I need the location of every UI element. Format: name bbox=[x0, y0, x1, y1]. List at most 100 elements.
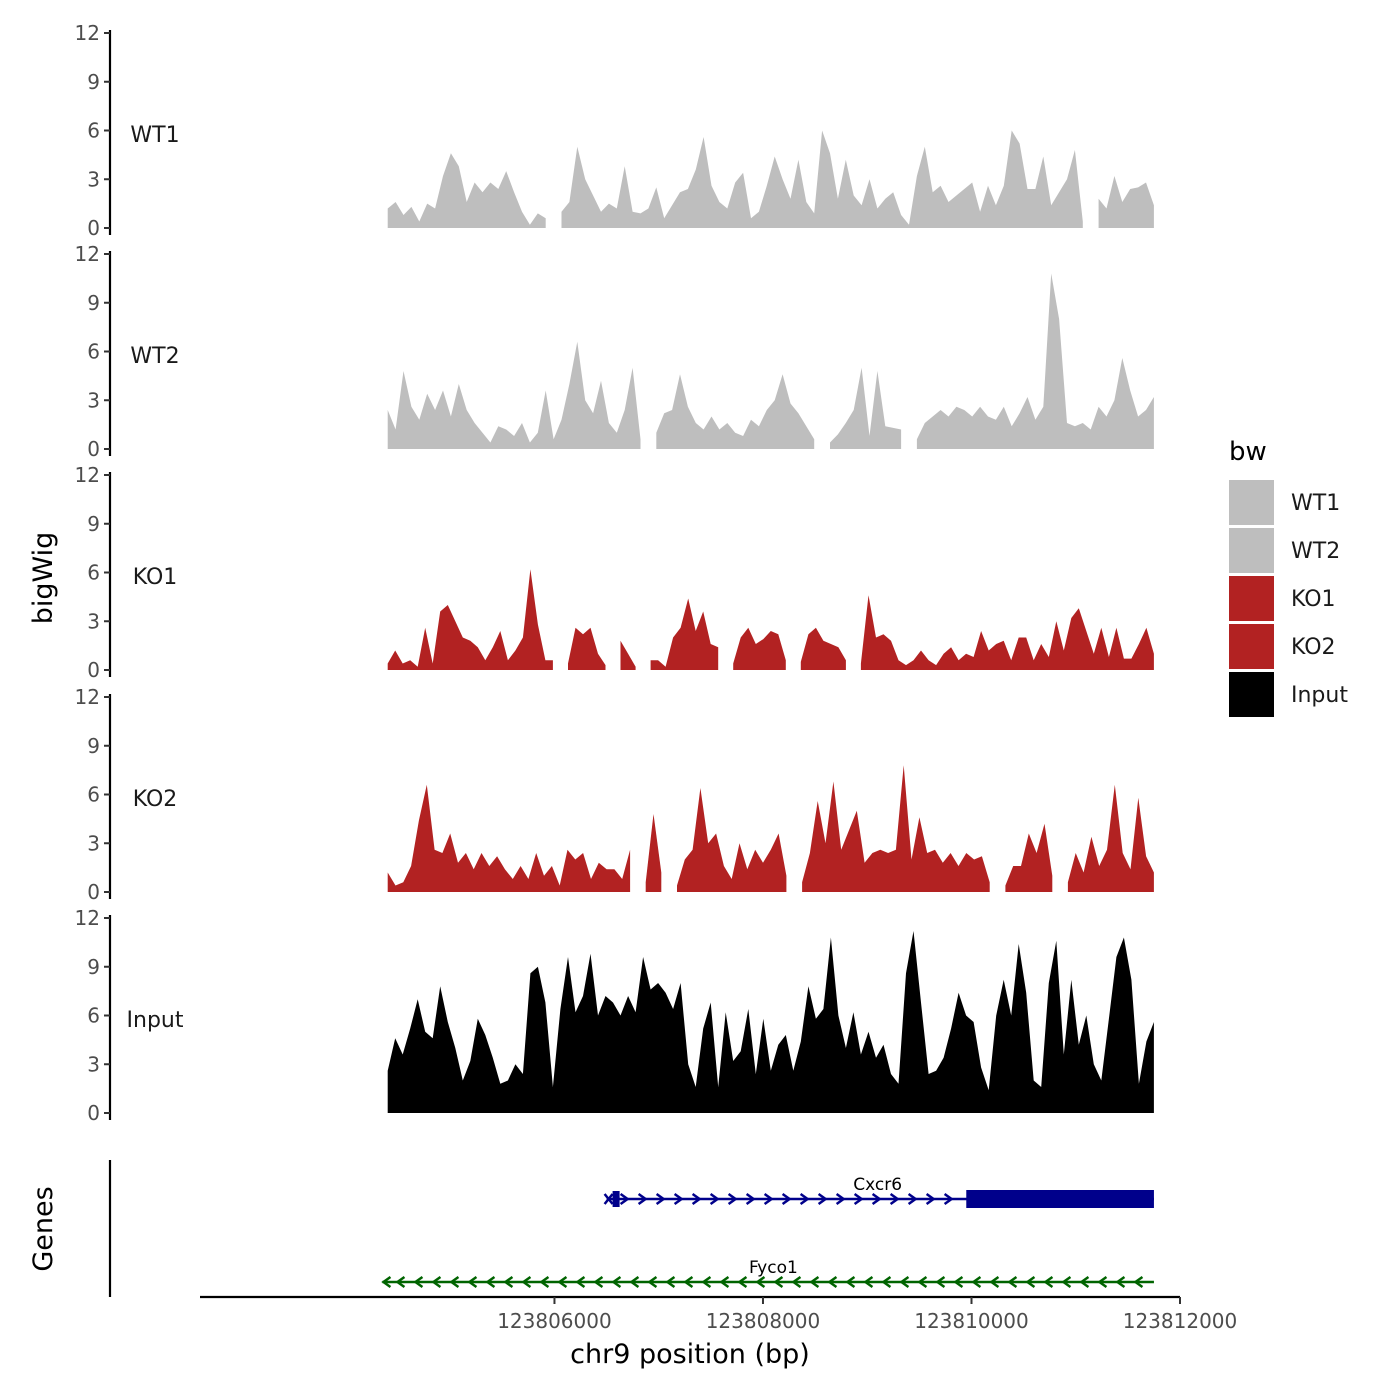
strand-arrow bbox=[503, 1275, 514, 1289]
area-mark bbox=[677, 788, 787, 892]
y-tick-label: 12 bbox=[75, 21, 100, 45]
strand-arrow bbox=[575, 1275, 586, 1289]
gene-start-marker bbox=[381, 1275, 392, 1289]
y-tick-label: 9 bbox=[87, 291, 100, 315]
track-ko2: 0 3 6 9 12 KO2 bbox=[75, 685, 1154, 904]
track-input: 0 3 6 9 12 Input bbox=[75, 906, 1154, 1125]
strand-arrow bbox=[871, 1192, 882, 1206]
strand-arrow bbox=[907, 1192, 918, 1206]
area-mark bbox=[733, 627, 786, 670]
track-wt1: 0 3 6 9 12 WT1 bbox=[75, 21, 1154, 240]
track-ko1: 0 3 6 9 12 KO1 bbox=[75, 463, 1154, 682]
legend-item-input: Input bbox=[1229, 672, 1348, 717]
strand-arrow bbox=[827, 1275, 838, 1289]
track-wt2: 0 3 6 9 12 WT2 bbox=[75, 242, 1154, 461]
strand-arrow bbox=[665, 1275, 676, 1289]
strand-arrow bbox=[611, 1275, 622, 1289]
strand-arrow bbox=[1133, 1275, 1144, 1289]
y-tick-label: 0 bbox=[87, 437, 100, 461]
x-tick-label: 123808000 bbox=[706, 1309, 821, 1333]
legend-label: Input bbox=[1291, 683, 1348, 708]
y-tick-label: 6 bbox=[87, 1004, 100, 1028]
y-tick-label: 3 bbox=[87, 167, 100, 191]
legend-item-wt2: WT2 bbox=[1229, 528, 1340, 573]
strand-arrow bbox=[755, 1275, 766, 1289]
y-tick-label: 3 bbox=[87, 1052, 100, 1076]
legend-swatch bbox=[1229, 480, 1274, 525]
area-mark bbox=[800, 627, 846, 670]
strand-arrow bbox=[629, 1275, 640, 1289]
y-tick-label: 12 bbox=[75, 242, 100, 266]
strand-arrow bbox=[863, 1275, 874, 1289]
area-mark bbox=[387, 784, 631, 892]
strand-arrow bbox=[619, 1192, 630, 1206]
gene-start-marker bbox=[603, 1193, 614, 1205]
strand-arrow bbox=[637, 1192, 648, 1206]
legend: bw WT1 WT2 KO1 KO2 Input bbox=[1229, 437, 1348, 717]
gene-label: Cxcr6 bbox=[853, 1175, 902, 1195]
strand-arrow bbox=[521, 1275, 532, 1289]
strand-arrow bbox=[593, 1275, 604, 1289]
strand-arrow bbox=[763, 1192, 774, 1206]
x-tick-label: 123810000 bbox=[914, 1309, 1029, 1333]
area-mark bbox=[645, 814, 662, 892]
strand-arrow bbox=[467, 1275, 478, 1289]
strand-arrow bbox=[709, 1192, 720, 1206]
area-mark bbox=[1098, 176, 1154, 228]
strand-arrow bbox=[647, 1275, 658, 1289]
y-tick-label: 3 bbox=[87, 388, 100, 412]
area-mark bbox=[387, 341, 641, 449]
x-tick-label: 123806000 bbox=[497, 1309, 612, 1333]
area-mark bbox=[1005, 823, 1053, 892]
strand-arrow bbox=[889, 1192, 900, 1206]
strand-arrow bbox=[673, 1192, 684, 1206]
strand-arrow bbox=[691, 1192, 702, 1206]
gene-fyco1: Fyco1 bbox=[381, 1258, 1154, 1289]
y-tick-label: 3 bbox=[87, 831, 100, 855]
genes-axis-title: Genes bbox=[28, 1186, 59, 1271]
area-mark bbox=[802, 765, 990, 892]
area-mark bbox=[561, 130, 1083, 228]
legend-swatch bbox=[1229, 624, 1274, 669]
strand-arrow bbox=[799, 1192, 810, 1206]
strand-arrow bbox=[737, 1275, 748, 1289]
y-tick-label: 6 bbox=[87, 119, 100, 143]
strand-arrow bbox=[1007, 1275, 1018, 1289]
strand-arrow bbox=[539, 1275, 550, 1289]
strand-arrow bbox=[845, 1275, 856, 1289]
strand-arrow bbox=[485, 1275, 496, 1289]
legend-title: bw bbox=[1229, 437, 1267, 467]
legend-item-wt1: WT1 bbox=[1229, 480, 1340, 525]
gene-cxcr6: Cxcr6 bbox=[603, 1175, 1154, 1208]
area-mark bbox=[387, 931, 1154, 1113]
legend-swatch bbox=[1229, 576, 1274, 621]
legend-swatch bbox=[1229, 528, 1274, 573]
strand-arrow bbox=[853, 1192, 864, 1206]
strand-arrow bbox=[953, 1275, 964, 1289]
strand-arrow bbox=[449, 1275, 460, 1289]
strand-arrow bbox=[943, 1192, 954, 1206]
y-tick-label: 12 bbox=[75, 685, 100, 709]
strand-arrow bbox=[971, 1275, 982, 1289]
area-mark bbox=[656, 374, 815, 449]
gene-exon bbox=[612, 1191, 620, 1207]
gene-exon bbox=[966, 1190, 1154, 1208]
y-tick-label: 0 bbox=[87, 880, 100, 904]
legend-label: WT2 bbox=[1291, 539, 1340, 564]
strand-arrow bbox=[835, 1192, 846, 1206]
track-label: WT1 bbox=[130, 123, 179, 148]
strand-arrow bbox=[773, 1275, 784, 1289]
track-label: Input bbox=[127, 1008, 184, 1033]
strand-arrow bbox=[719, 1275, 730, 1289]
strand-arrow bbox=[791, 1275, 802, 1289]
strand-arrow bbox=[1115, 1275, 1126, 1289]
legend-swatch bbox=[1229, 672, 1274, 717]
strand-arrow bbox=[1043, 1275, 1054, 1289]
strand-arrow bbox=[1097, 1275, 1108, 1289]
area-mark bbox=[860, 595, 1154, 670]
y-tick-label: 0 bbox=[87, 658, 100, 682]
x-axis: 123806000 123808000 123810000 123812000 bbox=[200, 1295, 1237, 1333]
strand-arrow bbox=[413, 1275, 424, 1289]
strand-arrow bbox=[557, 1275, 568, 1289]
strand-arrow bbox=[917, 1275, 928, 1289]
